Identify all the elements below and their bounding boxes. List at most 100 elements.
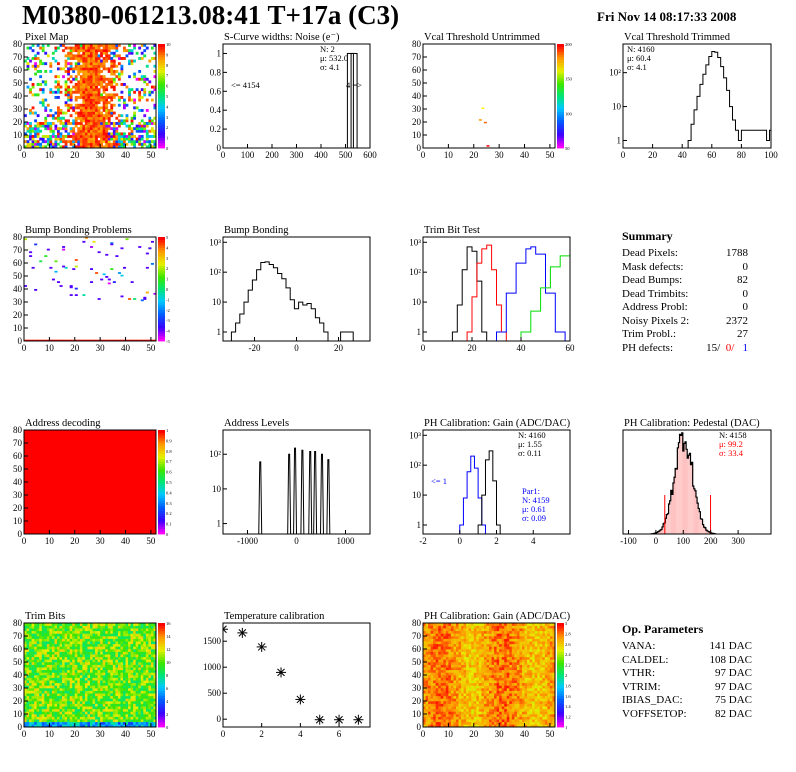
heatmap-cell (31, 662, 35, 665)
heatmap-cell (95, 625, 98, 629)
heatmap-cell (123, 623, 126, 626)
heatmap-cell (97, 124, 101, 128)
heatmap-cell (456, 662, 459, 665)
heatmap-cell (87, 54, 91, 58)
heatmap-cell (120, 672, 124, 676)
x-tick-label: 300 (290, 150, 304, 160)
heatmap-cell (67, 662, 70, 665)
heatmap-cell (34, 724, 37, 727)
heatmap-cell (150, 698, 154, 702)
heatmap-cell (120, 698, 124, 702)
heatmap-cell (84, 646, 88, 650)
heatmap-cell (79, 67, 83, 71)
heatmap-cell (120, 685, 124, 689)
x-tick-label: 20 (648, 150, 658, 160)
heatmap-cell (148, 664, 152, 668)
heatmap-cell (34, 54, 37, 58)
heatmap-cell (145, 677, 149, 681)
heatmap-cell (135, 724, 139, 727)
heatmap-cell (112, 675, 116, 678)
heatmap-cell (82, 630, 86, 634)
heatmap-cell (450, 659, 454, 663)
heatmap-cell (461, 641, 464, 645)
heatmap-cell (36, 64, 40, 68)
heatmap-cell (117, 114, 121, 118)
heatmap-cell (24, 649, 27, 652)
heatmap-cell (87, 716, 91, 720)
heatmap-cell (95, 129, 98, 133)
heatmap-cell (138, 129, 142, 133)
heatmap-cell (90, 59, 93, 63)
y-tick-label: 80 (13, 618, 23, 628)
heatmap-cell (471, 708, 475, 712)
heatmap-cell (150, 719, 154, 723)
heatmap-cell (450, 643, 454, 647)
heatmap-cell (140, 127, 144, 131)
heatmap-cell (39, 129, 43, 133)
heatmap-cell (150, 664, 154, 668)
heatmap-cell (59, 339, 63, 341)
heatmap-cell (44, 695, 48, 699)
heatmap-cell (473, 716, 477, 720)
heatmap-cell (448, 698, 452, 702)
heatmap-cell (428, 706, 431, 710)
heatmap-cell (463, 695, 467, 699)
heatmap-cell (29, 132, 32, 136)
heatmap-cell (64, 654, 68, 658)
heatmap-cell (72, 672, 76, 676)
address-peak (293, 447, 297, 534)
heatmap-cell (110, 724, 114, 727)
heatmap-cell (100, 80, 103, 84)
palette-tick: 4 (166, 245, 169, 250)
heatmap-cell (423, 690, 426, 694)
heatmap-cell (95, 680, 98, 684)
heatmap-cell (428, 643, 431, 647)
heatmap-cell (148, 693, 152, 697)
heatmap-cell (92, 636, 96, 639)
heatmap-cell (74, 633, 78, 637)
heatmap-cell (123, 649, 126, 652)
heatmap-cell (476, 662, 480, 665)
heatmap-cell (130, 682, 134, 686)
heatmap-cell (24, 664, 27, 668)
heatmap-cell (423, 724, 426, 727)
heatmap-cell (138, 695, 142, 699)
heatmap-cell (112, 70, 116, 73)
heatmap-cell (100, 646, 103, 650)
y-tick-label: 40 (13, 670, 23, 680)
heatmap-cell (62, 706, 65, 710)
heatmap-cell (36, 57, 40, 60)
heatmap-cell (471, 716, 475, 720)
heatmap-cell (433, 630, 436, 634)
heatmap-cell (433, 721, 436, 725)
heatmap-cell (49, 88, 53, 92)
heatmap-cell (95, 109, 98, 112)
heatmap-cell (140, 129, 144, 133)
heatmap-cell (150, 682, 154, 686)
heatmap-cell (31, 643, 35, 647)
heatmap-cell (117, 664, 121, 668)
y-tick-label: 0 (18, 529, 23, 539)
heatmap-cell (458, 682, 462, 686)
heatmap-cell (72, 122, 76, 125)
heatmap-cell (29, 636, 32, 639)
heatmap-cell (84, 649, 88, 652)
heatmap-cell (471, 636, 475, 639)
heatmap-cell (461, 703, 464, 707)
heatmap-cell (95, 664, 98, 668)
heatmap-cell (95, 685, 98, 689)
heatmap-cell (128, 656, 131, 660)
heatmap-cell (461, 630, 464, 634)
heatmap-cell (77, 339, 80, 341)
heatmap-cell (468, 721, 472, 725)
heatmap-cell (153, 714, 156, 717)
heatmap-cell (135, 711, 139, 715)
palette-cell (158, 109, 165, 112)
heatmap-cell (64, 119, 68, 123)
heatmap-cell (120, 638, 124, 642)
heatmap-cell (130, 630, 134, 634)
heatmap-cell (473, 659, 477, 663)
heatmap-cell (24, 59, 27, 63)
heatmap-cell (59, 119, 63, 123)
heatmap-cell (67, 664, 70, 668)
